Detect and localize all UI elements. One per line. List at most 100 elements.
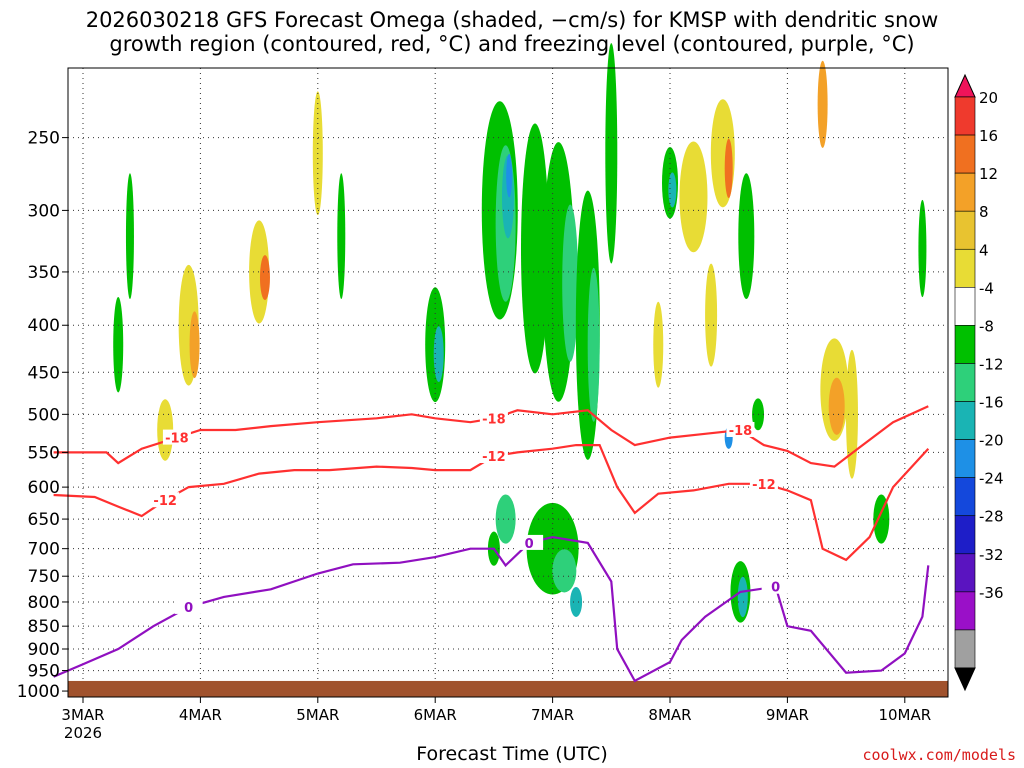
colorbar-segment <box>954 553 976 593</box>
contour-label-bg <box>174 598 203 614</box>
omega-blob <box>259 255 270 301</box>
colorbar-segment <box>954 210 976 250</box>
x-tick-label: 3MAR <box>61 706 104 724</box>
x-tick-label: 4MAR <box>179 706 222 724</box>
y-tick-label: 550 <box>28 443 60 463</box>
y-tick-label: 350 <box>28 263 60 283</box>
y-tick-label: 600 <box>28 478 60 498</box>
omega-blob <box>817 60 828 148</box>
contour-label-bg <box>151 492 180 508</box>
contour-label: 0 <box>184 601 193 616</box>
y-tick-label: 650 <box>28 510 60 530</box>
omega-blob <box>845 349 858 479</box>
y-tick-label: 1000 <box>17 682 60 702</box>
contour-label-bg <box>479 410 508 426</box>
colorbar-segment <box>954 172 976 212</box>
omega-blob <box>113 296 124 393</box>
y-tick-label: 750 <box>28 567 60 587</box>
y-tick-label: 250 <box>28 129 60 149</box>
contour-line-2 <box>53 535 930 683</box>
contour-label: 0 <box>771 581 780 596</box>
colorbar-label: -20 <box>979 432 1004 450</box>
colorbar-segment <box>954 591 976 631</box>
y-tick-label: 400 <box>28 316 60 336</box>
omega-blob <box>605 43 618 264</box>
omega-blob <box>570 586 583 617</box>
contour-label-bg <box>479 447 508 463</box>
y-tick-label: 800 <box>28 593 60 613</box>
colorbar-segment <box>954 439 976 478</box>
x-tick-label: 8MAR <box>648 706 691 724</box>
colorbar-label: -24 <box>979 470 1004 488</box>
colorbar-segment <box>954 325 976 364</box>
x-tick-label: 7MAR <box>531 706 574 724</box>
x-tick-label: 5MAR <box>296 706 339 724</box>
colorbar-segment <box>954 134 976 174</box>
colorbar-label: 20 <box>979 89 998 107</box>
contour-label-bg <box>726 421 755 437</box>
y-tick-label: 900 <box>28 640 60 660</box>
omega-blob <box>724 138 733 198</box>
omega-blob <box>506 153 513 198</box>
contour-label: 0 <box>525 537 534 552</box>
chart-title-line-2: growth region (contoured, red, °C) and f… <box>109 32 915 56</box>
contour-label: -12 <box>752 478 776 493</box>
contour-label: -12 <box>153 494 177 509</box>
colorbar-label: -8 <box>979 317 994 335</box>
colorbar-label: 8 <box>979 203 989 221</box>
y-tick-label: 850 <box>28 617 60 637</box>
colorbar-label: -32 <box>979 546 1004 564</box>
colorbar-label: -4 <box>979 279 994 297</box>
colorbar-label: -36 <box>979 584 1004 602</box>
axes-layer: 250 300 350 400 450 500 550 600 650 700 750 800 850 9… <box>17 67 949 742</box>
colorbar-top-arrow <box>954 73 976 98</box>
credit-text[interactable]: coolwx.com/models <box>862 746 1016 764</box>
x-tick-label: 10MAR <box>878 706 931 724</box>
omega-blob <box>737 576 748 618</box>
contour-line-0 <box>53 405 929 468</box>
contour-label-bg <box>749 475 778 491</box>
colorbar-label: -16 <box>979 394 1004 412</box>
colorbar-segment <box>954 96 976 136</box>
omega-blob <box>705 263 718 367</box>
colorbar-label: -12 <box>979 355 1004 373</box>
contour-line-1 <box>53 444 930 562</box>
omega-blob <box>668 172 677 208</box>
omega-blob <box>918 199 927 298</box>
omega-blob <box>873 494 890 544</box>
colorbar-segment <box>954 363 976 402</box>
omega-blob <box>587 267 600 422</box>
colorbar-bottom-arrow <box>954 667 976 692</box>
omega-blob <box>679 141 708 253</box>
x-axis-label: Forecast Time (UTC) <box>416 743 608 765</box>
colorbar-segment <box>954 477 976 517</box>
omega-blob <box>653 301 664 388</box>
contour-label: -12 <box>482 450 506 465</box>
plot-frame <box>67 67 949 698</box>
terrain-layer <box>68 680 948 697</box>
omega-blob <box>125 173 134 300</box>
colorbar-segment <box>954 515 976 555</box>
contour-label-bg <box>162 429 191 445</box>
contour-label: -18 <box>165 432 189 447</box>
contour-label: -18 <box>729 424 753 439</box>
colorbar-label: 16 <box>979 127 998 145</box>
omega-blob <box>552 549 577 593</box>
colorbar: 20 16 12 8 4 -4 -8 -12 -16 -20 -24 -28 -32 -36 <box>954 73 1004 692</box>
colorbar-segment <box>954 248 976 288</box>
x-tick-label: 9MAR <box>766 706 809 724</box>
omega-blob <box>495 494 516 544</box>
contour-label: -18 <box>482 412 506 427</box>
chart-title-line-1: 2026030218 GFS Forecast Omega (shaded, −… <box>85 8 939 32</box>
colorbar-segment <box>954 629 976 669</box>
y-tick-label: 950 <box>28 662 60 682</box>
terrain-fill <box>68 680 948 697</box>
y-tick-label: 450 <box>28 363 60 383</box>
colorbar-segment <box>954 287 976 326</box>
colorbar-label: 4 <box>979 241 989 259</box>
omega-blob <box>337 173 346 300</box>
colorbar-label: -28 <box>979 508 1004 526</box>
y-tick-label: 500 <box>28 405 60 425</box>
x-tick-label: 6MAR <box>414 706 457 724</box>
